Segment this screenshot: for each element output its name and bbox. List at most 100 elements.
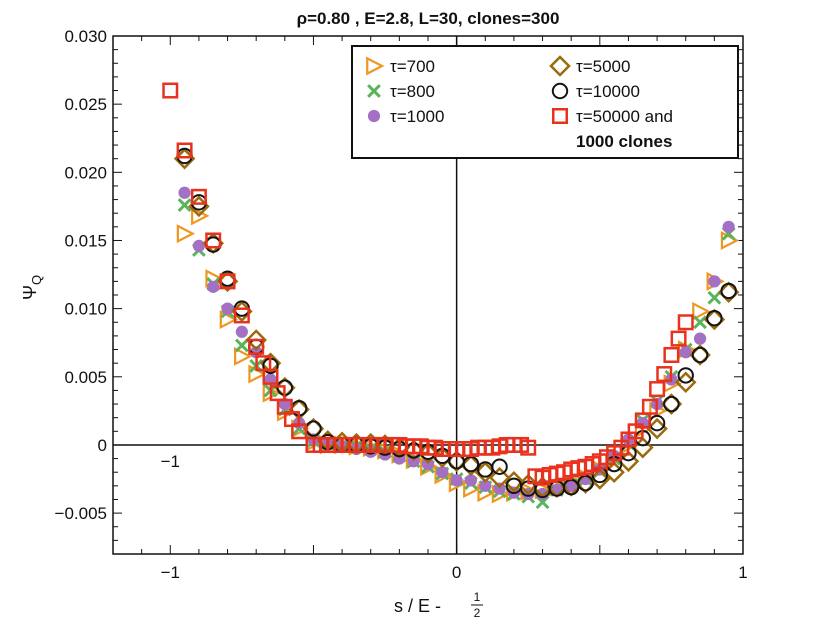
data-point-dot bbox=[622, 433, 635, 446]
data-point-diamond bbox=[488, 466, 511, 489]
y-axis-label-sub: Q bbox=[29, 275, 44, 285]
data-point-square bbox=[520, 439, 537, 456]
y-tick-label: 0.025 bbox=[64, 95, 107, 114]
data-point-square bbox=[291, 423, 308, 440]
y-tick-label: 0.030 bbox=[64, 27, 107, 46]
data-point-x bbox=[693, 315, 707, 330]
data-point-dot bbox=[708, 275, 721, 288]
x-axis-label-frac-den: 2 bbox=[474, 606, 481, 620]
legend-label: τ=700 bbox=[390, 57, 435, 76]
data-point-square bbox=[219, 273, 236, 290]
data-point-circle bbox=[720, 282, 737, 300]
data-point-square bbox=[190, 188, 207, 205]
data-point-circle bbox=[677, 367, 694, 384]
legend-box bbox=[351, 45, 739, 159]
chart-title: ρ=0.80 , E=2.8, L=30, clones=300 bbox=[297, 9, 560, 28]
data-point-dot bbox=[207, 280, 220, 293]
data-point-dot bbox=[565, 479, 578, 492]
data-point-dot bbox=[367, 109, 381, 123]
data-point-square bbox=[205, 232, 222, 249]
data-point-square bbox=[641, 398, 658, 415]
data-point-dot bbox=[450, 474, 463, 487]
data-point-square bbox=[656, 366, 673, 383]
data-point-square bbox=[262, 368, 279, 385]
data-point-square bbox=[162, 82, 179, 99]
data-point-square bbox=[677, 314, 694, 331]
data-point-dot bbox=[464, 474, 478, 487]
data-point-circle bbox=[706, 309, 723, 327]
data-point-triangle bbox=[176, 224, 196, 244]
data-point-triangle bbox=[219, 310, 239, 329]
data-point-x bbox=[367, 84, 381, 98]
data-point-diamond bbox=[549, 55, 571, 77]
data-point-diamond bbox=[474, 461, 497, 483]
legend-entry: τ=800 bbox=[367, 82, 435, 101]
data-layer bbox=[162, 82, 740, 510]
data-point-diamond bbox=[517, 473, 539, 496]
data-point-square bbox=[248, 338, 265, 355]
data-point-circle bbox=[491, 458, 508, 475]
data-point-dot bbox=[407, 455, 420, 468]
data-point-circle bbox=[551, 82, 569, 100]
x-axis-label-frac-num: 1 bbox=[474, 590, 481, 604]
data-point-dot bbox=[679, 346, 692, 359]
axes-layer: −0.005 0 0.005 0.010 0.015 0.020 0.025 0.030 −1 0… bbox=[55, 27, 748, 582]
legend-label: τ=800 bbox=[390, 82, 435, 101]
y-tick-label: 0 bbox=[98, 436, 107, 455]
inner-x-tick-label: −1 bbox=[161, 452, 180, 471]
y-tick-label: 0.005 bbox=[64, 368, 107, 387]
data-point-circle bbox=[462, 455, 480, 473]
legend-entry: τ=50000 and bbox=[552, 107, 673, 126]
data-point-triangle bbox=[366, 56, 385, 76]
data-point-diamond bbox=[632, 436, 654, 459]
data-point-x bbox=[177, 198, 192, 212]
data-point-triangle bbox=[720, 231, 740, 250]
data-point-circle bbox=[663, 395, 680, 413]
data-point-triangle bbox=[692, 301, 711, 321]
data-point-triangle bbox=[234, 346, 253, 366]
data-point-diamond bbox=[589, 468, 611, 490]
data-point-dot bbox=[192, 239, 206, 253]
y-tick-label: 0.010 bbox=[64, 300, 107, 319]
x-tick-label: 1 bbox=[738, 563, 747, 582]
data-point-dot bbox=[436, 466, 449, 479]
legend-label: τ=50000 and bbox=[576, 107, 673, 126]
data-point-circle bbox=[205, 236, 222, 253]
y-tick-label: 0.020 bbox=[64, 163, 107, 182]
data-point-x bbox=[234, 338, 249, 353]
y-axis-label: ΨQ bbox=[20, 275, 44, 300]
data-point-dot bbox=[536, 487, 549, 501]
data-point-square bbox=[663, 346, 680, 363]
legend-entry: τ=700 bbox=[366, 56, 435, 76]
data-point-dot bbox=[178, 186, 191, 199]
legend-label: τ=10000 bbox=[576, 82, 640, 101]
legend-extra-label: 1000 clones bbox=[576, 132, 672, 151]
data-point-dot bbox=[421, 457, 435, 471]
data-point-x bbox=[707, 290, 722, 305]
legend-entry: τ=1000 bbox=[367, 107, 444, 126]
data-point-square bbox=[176, 142, 193, 159]
data-point-square bbox=[649, 381, 666, 398]
data-point-square bbox=[670, 330, 687, 347]
x-axis-label: s / E - 1 2 bbox=[394, 590, 483, 620]
data-point-square bbox=[552, 108, 568, 124]
x-tick-label: 0 bbox=[452, 563, 461, 582]
data-point-dot bbox=[221, 302, 234, 315]
legend: τ=700 τ=800 τ=1000 τ=5000 τ=10000 τ=50000 and… bbox=[351, 45, 739, 159]
data-point-circle bbox=[691, 346, 709, 364]
data-point-dot bbox=[235, 325, 248, 338]
y-tick-label: −0.005 bbox=[55, 504, 107, 523]
data-point-triangle bbox=[191, 206, 210, 226]
data-point-dot bbox=[693, 332, 707, 345]
legend-entry: τ=10000 bbox=[551, 82, 640, 101]
data-point-diamond bbox=[503, 470, 525, 493]
data-point-square bbox=[233, 307, 250, 324]
data-point-diamond bbox=[245, 329, 267, 351]
data-point-dot bbox=[479, 479, 492, 492]
y-tick-label: 0.015 bbox=[64, 231, 107, 250]
x-tick-label: −1 bbox=[161, 563, 180, 582]
data-point-dot bbox=[493, 482, 506, 495]
data-point-dot bbox=[722, 220, 735, 233]
